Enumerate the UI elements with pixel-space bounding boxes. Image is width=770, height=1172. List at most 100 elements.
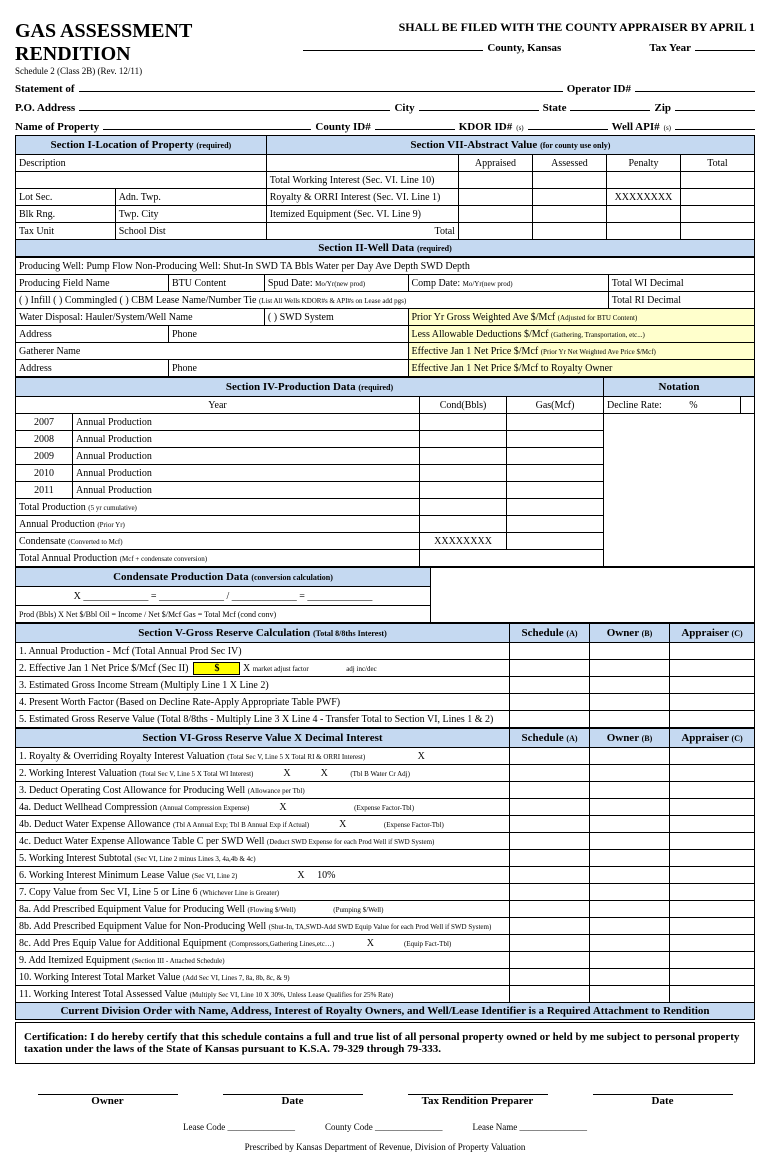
v65b[interactable]: [590, 850, 670, 867]
v66b[interactable]: [590, 867, 670, 884]
v610c[interactable]: [670, 969, 755, 986]
pc3[interactable]: [420, 448, 507, 465]
c4[interactable]: [680, 172, 754, 189]
ccg[interactable]: [507, 533, 604, 550]
c3[interactable]: [606, 172, 680, 189]
pg5[interactable]: [507, 482, 604, 499]
operator-input[interactable]: [635, 78, 755, 92]
v53c[interactable]: [670, 677, 755, 694]
v64cc[interactable]: [670, 833, 755, 850]
v63b[interactable]: [590, 782, 670, 799]
tapv[interactable]: [420, 550, 604, 567]
c2[interactable]: [532, 172, 606, 189]
v610a[interactable]: [510, 969, 590, 986]
v68aa[interactable]: [510, 901, 590, 918]
v68cb[interactable]: [590, 935, 670, 952]
v52b[interactable]: [590, 660, 670, 677]
v611b[interactable]: [590, 986, 670, 1003]
v55c[interactable]: [670, 711, 755, 728]
pg1[interactable]: [507, 414, 604, 431]
wellapi-input[interactable]: [675, 116, 755, 130]
v64ca[interactable]: [510, 833, 590, 850]
v51b[interactable]: [590, 643, 670, 660]
pc2[interactable]: [420, 431, 507, 448]
state-input[interactable]: [570, 97, 650, 111]
v54a[interactable]: [510, 694, 590, 711]
v61a[interactable]: [510, 748, 590, 765]
v53a[interactable]: [510, 677, 590, 694]
c10[interactable]: [606, 206, 680, 223]
v68bb[interactable]: [590, 918, 670, 935]
v61b[interactable]: [590, 748, 670, 765]
c9[interactable]: [532, 206, 606, 223]
c14[interactable]: [606, 223, 680, 240]
v64aa[interactable]: [510, 799, 590, 816]
v610b[interactable]: [590, 969, 670, 986]
v68cc[interactable]: [670, 935, 755, 952]
v68ca[interactable]: [510, 935, 590, 952]
v64ba[interactable]: [510, 816, 590, 833]
c7[interactable]: [680, 189, 754, 206]
c1[interactable]: [458, 172, 532, 189]
v68ba[interactable]: [510, 918, 590, 935]
desc-input[interactable]: [16, 172, 267, 189]
pc4[interactable]: [420, 465, 507, 482]
pg4[interactable]: [507, 465, 604, 482]
v64bc[interactable]: [670, 816, 755, 833]
taxyear-input[interactable]: [695, 37, 755, 51]
v63c[interactable]: [670, 782, 755, 799]
v62a[interactable]: [510, 765, 590, 782]
notation-cell[interactable]: [741, 397, 755, 414]
v51a[interactable]: [510, 643, 590, 660]
pg3[interactable]: [507, 448, 604, 465]
zip-input[interactable]: [675, 97, 755, 111]
c15[interactable]: [680, 223, 754, 240]
v67b[interactable]: [590, 884, 670, 901]
c12[interactable]: [458, 223, 532, 240]
v62c[interactable]: [670, 765, 755, 782]
v64ac[interactable]: [670, 799, 755, 816]
v67c[interactable]: [670, 884, 755, 901]
v68ab[interactable]: [590, 901, 670, 918]
c11[interactable]: [680, 206, 754, 223]
v53b[interactable]: [590, 677, 670, 694]
v67a[interactable]: [510, 884, 590, 901]
v61c[interactable]: [670, 748, 755, 765]
v65c[interactable]: [670, 850, 755, 867]
v55b[interactable]: [590, 711, 670, 728]
v54b[interactable]: [590, 694, 670, 711]
countyid-input[interactable]: [375, 116, 455, 130]
pc5[interactable]: [420, 482, 507, 499]
v69b[interactable]: [590, 952, 670, 969]
v64bb[interactable]: [590, 816, 670, 833]
po-input[interactable]: [79, 97, 390, 111]
v55a[interactable]: [510, 711, 590, 728]
v611c[interactable]: [670, 986, 755, 1003]
nameprop-input[interactable]: [103, 116, 311, 130]
v63a[interactable]: [510, 782, 590, 799]
c6[interactable]: [532, 189, 606, 206]
v64cb[interactable]: [590, 833, 670, 850]
v65a[interactable]: [510, 850, 590, 867]
city-input[interactable]: [419, 97, 539, 111]
c5[interactable]: [458, 189, 532, 206]
c13[interactable]: [532, 223, 606, 240]
kdor-input[interactable]: [528, 116, 608, 130]
v62b[interactable]: [590, 765, 670, 782]
apc[interactable]: [420, 516, 507, 533]
v68bc[interactable]: [670, 918, 755, 935]
pc1[interactable]: [420, 414, 507, 431]
statement-input[interactable]: [79, 78, 563, 92]
v66a[interactable]: [510, 867, 590, 884]
v611a[interactable]: [510, 986, 590, 1003]
tpg[interactable]: [507, 499, 604, 516]
tpc[interactable]: [420, 499, 507, 516]
v52a[interactable]: [510, 660, 590, 677]
cpd-right[interactable]: [431, 568, 755, 623]
v68ac[interactable]: [670, 901, 755, 918]
v69c[interactable]: [670, 952, 755, 969]
v54c[interactable]: [670, 694, 755, 711]
v51c[interactable]: [670, 643, 755, 660]
v66c[interactable]: [670, 867, 755, 884]
pg2[interactable]: [507, 431, 604, 448]
